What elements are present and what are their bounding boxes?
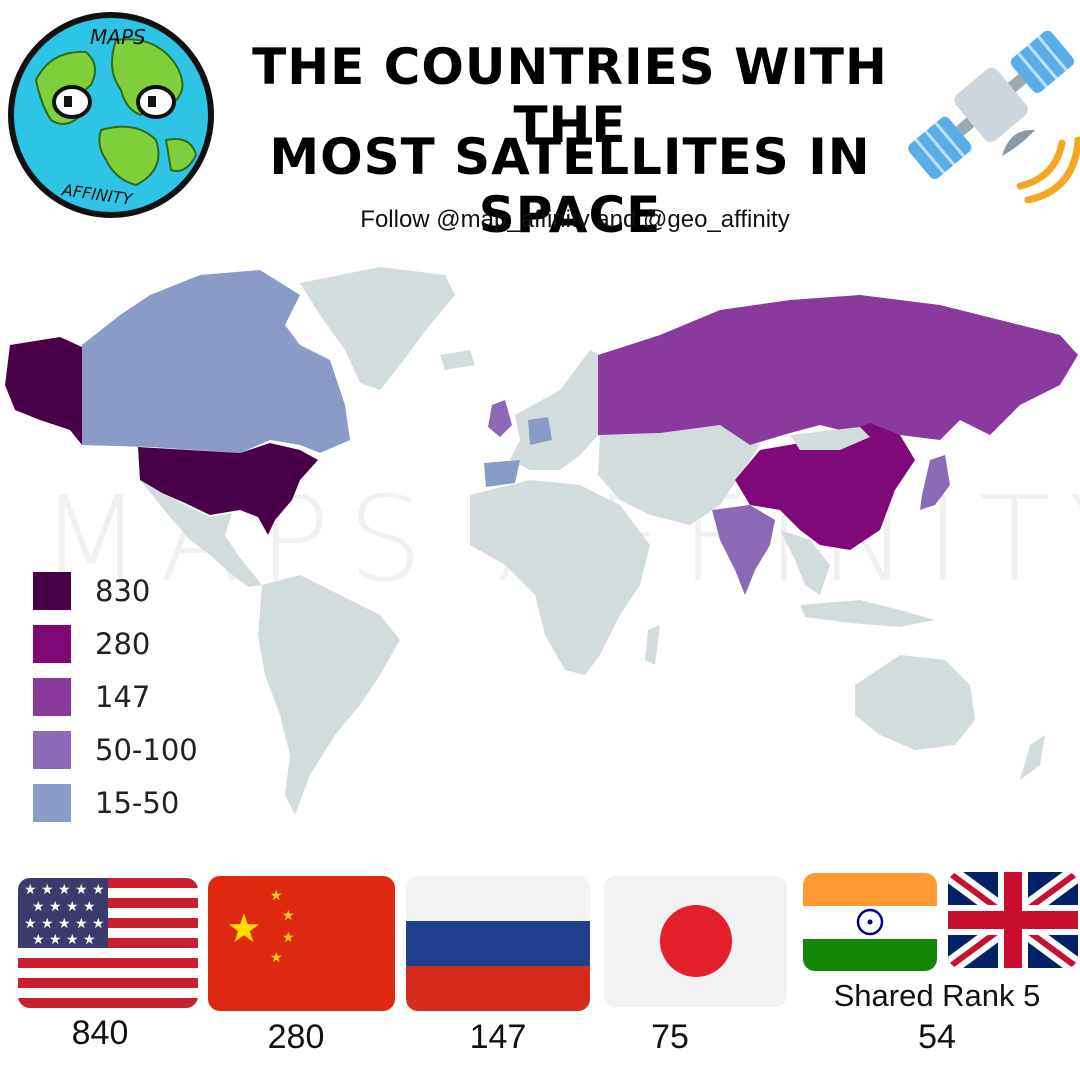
legend-label: 50-100 (95, 733, 198, 767)
region-india (712, 505, 775, 595)
svg-text:★ ★ ★ ★: ★ ★ ★ ★ (32, 932, 96, 948)
legend-label: 15-50 (95, 786, 180, 820)
region-japan (920, 455, 950, 510)
legend-swatch (33, 731, 71, 769)
legend-swatch (33, 784, 71, 822)
svg-text:★ ★ ★ ★ ★: ★ ★ ★ ★ ★ (24, 882, 105, 898)
count-shared: 54 (918, 1018, 956, 1056)
region-middle-east (598, 425, 760, 525)
legend-item: 830 (33, 572, 273, 612)
region-madagascar (645, 625, 660, 665)
legend-item: 147 (33, 678, 273, 718)
flag-china-icon: ★ ★ ★ ★ ★ (208, 876, 395, 1011)
region-uk (488, 400, 512, 437)
legend-item: 280 (33, 625, 273, 665)
region-canada (82, 270, 350, 453)
svg-text:★ ★ ★ ★: ★ ★ ★ ★ (32, 899, 96, 915)
legend-label: 280 (95, 627, 151, 661)
region-greenland (300, 267, 455, 390)
region-mongolia (790, 427, 870, 450)
flag-usa-icon: ★ ★ ★ ★ ★ ★ ★ ★ ★ ★ ★ ★ ★ ★ ★ ★ ★ ★ (18, 878, 198, 1008)
title-line-1: THE COUNTRIES WITH THE (252, 38, 888, 154)
legend-swatch (33, 625, 71, 663)
svg-text:★: ★ (270, 888, 283, 904)
region-southeast-asia (780, 530, 830, 595)
region-australia (855, 655, 975, 750)
region-russia (598, 295, 1078, 445)
region-iceland (440, 350, 475, 370)
legend-item: 15-50 (33, 784, 273, 824)
region-china (735, 423, 915, 550)
title-line-2: MOST SATELLITES IN SPACE (269, 128, 871, 244)
legend-label: 830 (95, 574, 151, 608)
region-usa (138, 443, 318, 535)
svg-text:★: ★ (270, 950, 283, 966)
satellite-icon (908, 30, 1080, 203)
region-germany (528, 417, 552, 445)
maps-affinity-logo: MAPS AFFINITY (8, 12, 214, 218)
legend-item: 50-100 (33, 731, 273, 771)
count-russia: 147 (469, 1018, 527, 1056)
svg-text:★ ★ ★ ★ ★: ★ ★ ★ ★ ★ (24, 916, 105, 932)
region-africa (470, 480, 650, 675)
legend-swatch (33, 572, 71, 610)
svg-text:★: ★ (282, 930, 295, 946)
legend-label: 147 (95, 680, 151, 714)
count-china: 280 (267, 1018, 325, 1056)
region-spain (484, 460, 520, 487)
region-alaska (5, 337, 82, 445)
region-south-america (258, 575, 400, 815)
count-japan: 75 (651, 1018, 689, 1056)
flag-japan-icon (604, 876, 787, 1007)
flag-india-icon (803, 873, 937, 971)
shared-rank-label: Shared Rank 5 (833, 978, 1041, 1013)
logo-top-text: MAPS (90, 25, 146, 49)
world-map (5, 267, 1078, 815)
legend-swatch (33, 678, 71, 716)
svg-text:★: ★ (226, 906, 262, 952)
subtitle: Follow @map_affinity and @geo_affinity (360, 206, 790, 233)
region-indonesia (800, 600, 935, 627)
region-europe (510, 350, 600, 470)
count-usa: 840 (71, 1014, 129, 1052)
flag-russia-icon (406, 876, 590, 1011)
svg-text:★: ★ (282, 908, 295, 924)
region-mexico (140, 480, 262, 587)
region-new-zealand (1020, 735, 1045, 780)
flag-uk-icon (948, 872, 1078, 968)
